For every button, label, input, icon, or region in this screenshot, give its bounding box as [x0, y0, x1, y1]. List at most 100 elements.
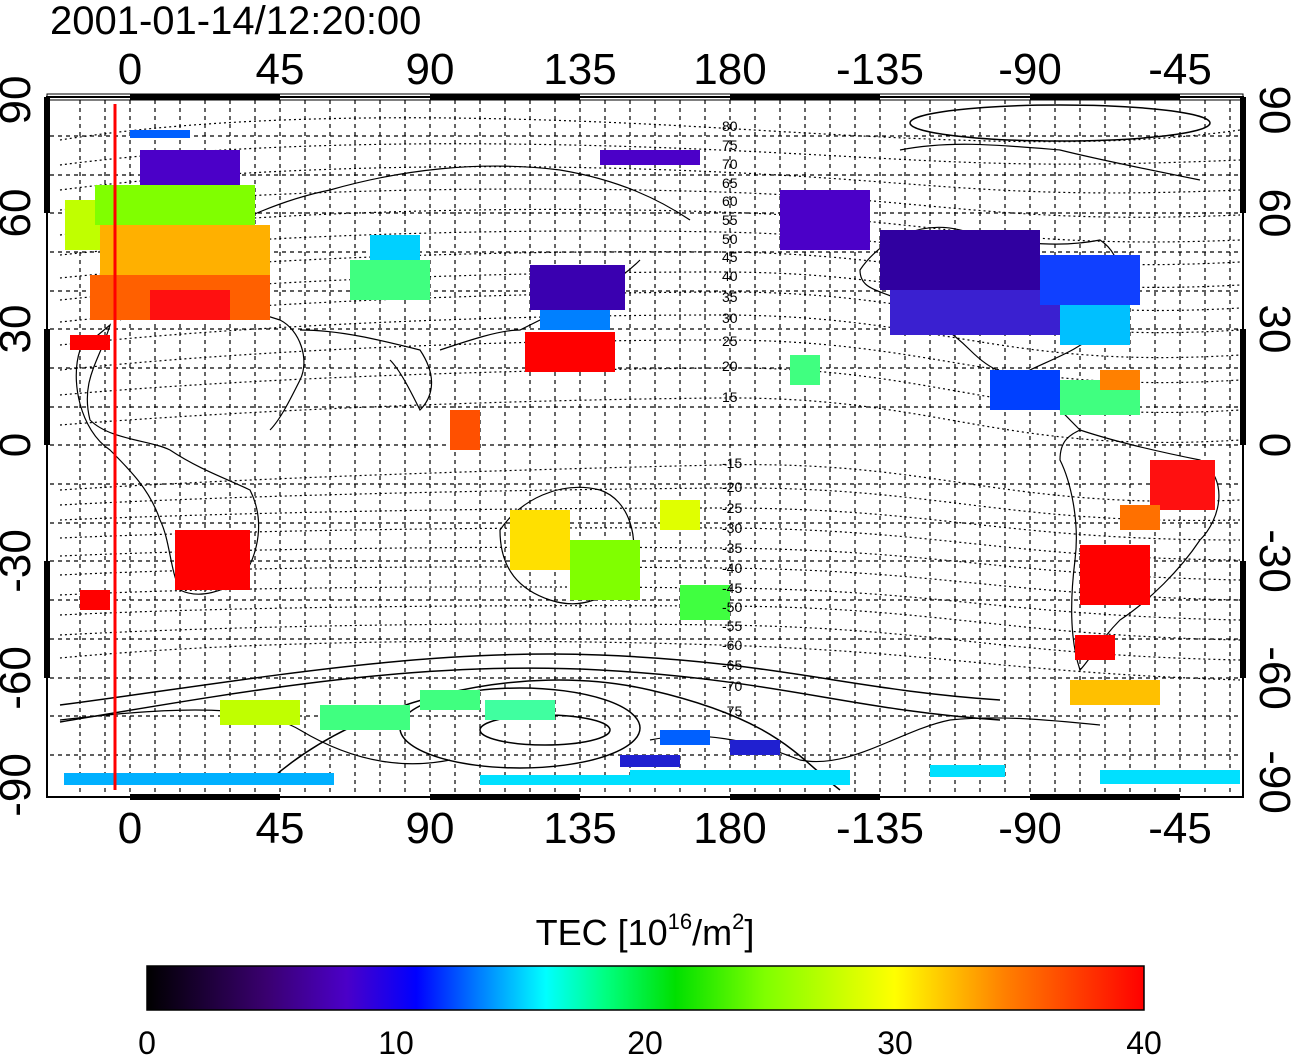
right-tick-label: -90: [1250, 750, 1292, 814]
tec-region: [140, 150, 240, 185]
colorbar-tick-label: 0: [138, 1025, 156, 1057]
tec-region: [100, 225, 270, 275]
top-tick-label: 180: [693, 45, 766, 94]
colorbar-tick-label: 40: [1126, 1025, 1162, 1057]
contour-label: -20: [722, 479, 742, 495]
top-tick-label: 45: [256, 45, 305, 94]
top-tick-label: -45: [1148, 45, 1212, 94]
contour-label: 80: [722, 118, 738, 134]
tec-region: [95, 185, 255, 225]
tec-region: [660, 500, 700, 530]
contour-label: 30: [722, 310, 738, 326]
contour-label: -60: [722, 637, 742, 653]
tec-region: [730, 740, 780, 755]
tec-region: [1075, 635, 1115, 660]
tec-region: [420, 690, 480, 710]
tec-region: [790, 355, 820, 385]
tec-region: [450, 410, 480, 450]
tec-region: [680, 585, 730, 620]
tec-region: [350, 260, 430, 300]
tec-data-cells: [64, 130, 1240, 785]
tec-region: [175, 530, 250, 590]
contour-label: -65: [722, 657, 742, 673]
contour-label: -45: [722, 580, 742, 596]
tec-region: [370, 235, 420, 260]
tec-region: [150, 290, 230, 320]
left-tick-label: 60: [0, 189, 40, 238]
contour-label: -50: [722, 599, 742, 615]
contour-label: -55: [722, 618, 742, 634]
tec-region: [540, 310, 610, 330]
contour-label: 50: [722, 231, 738, 247]
top-tick-label: 135: [543, 45, 616, 94]
colorbar-tick-label: 30: [877, 1025, 913, 1057]
colorbar: [146, 965, 1145, 1011]
plot-title: 2001-01-14/12:20:00: [50, 0, 421, 43]
contour-label: -35: [722, 540, 742, 556]
left-tick-label: -60: [0, 646, 40, 710]
bottom-tick-label: -90: [998, 804, 1062, 853]
tec-region: [1150, 460, 1215, 510]
bottom-tick-label: 45: [256, 804, 305, 853]
contour-label: 55: [722, 212, 738, 228]
tec-region: [1080, 545, 1150, 605]
contour-label: 75: [722, 137, 738, 153]
tec-region: [1100, 370, 1140, 390]
top-tick-label: 90: [406, 45, 455, 94]
contour-label: 35: [722, 289, 738, 305]
left-tick-label: 90: [0, 76, 40, 125]
colorbar-title: TEC [1016/m2]: [536, 909, 755, 953]
tec-region: [630, 770, 850, 785]
right-axis-labels: 90 60 30 0 -30 -60 -90: [1250, 86, 1292, 814]
contour-label: 25: [722, 333, 738, 349]
top-tick-label: -90: [998, 45, 1062, 94]
right-tick-label: -30: [1250, 529, 1292, 593]
right-tick-label: 90: [1250, 86, 1292, 135]
contour-label: -15: [722, 455, 742, 471]
right-tick-label: 30: [1250, 305, 1292, 354]
contour-label: -25: [722, 500, 742, 516]
tec-region: [570, 540, 640, 600]
top-tick-label: 0: [118, 45, 142, 94]
contour-label: -70: [722, 678, 742, 694]
contour-label: 40: [722, 268, 738, 284]
tec-region: [600, 150, 700, 165]
contour-label: -40: [722, 560, 742, 576]
tec-region: [880, 230, 1040, 290]
contour-label: 60: [722, 193, 738, 209]
contour-label: 20: [722, 358, 738, 374]
left-tick-label: 30: [0, 305, 40, 354]
tec-region: [320, 705, 410, 730]
bottom-tick-label: 135: [543, 804, 616, 853]
colorbar-tick-label: 20: [627, 1025, 663, 1057]
colorbar-labels: 0 10 20 30 40: [138, 1025, 1162, 1057]
contour-label: 65: [722, 175, 738, 191]
contour-labels: 80 75 70 65 60 55 50 45 40 35 30 25 20 1…: [722, 118, 742, 719]
tec-region: [930, 765, 1005, 777]
right-tick-label: 0: [1250, 433, 1292, 457]
left-tick-label: -90: [0, 753, 40, 817]
colorbar-tick-label: 10: [378, 1025, 414, 1057]
right-tick-label: -60: [1250, 646, 1292, 710]
contour-label: 15: [722, 389, 738, 405]
tec-region: [1100, 770, 1240, 784]
tec-region: [1060, 305, 1130, 345]
tec-region: [80, 590, 110, 610]
map-frame: [46, 96, 1244, 798]
right-tick-label: 60: [1250, 189, 1292, 238]
bottom-tick-label: 90: [406, 804, 455, 853]
tec-region: [780, 190, 870, 250]
tec-region: [660, 730, 710, 745]
contour-label: 70: [722, 156, 738, 172]
left-tick-label: -30: [0, 529, 40, 593]
contour-label: -75: [722, 703, 742, 719]
frame-ticks: [44, 94, 1246, 800]
contour-label: 45: [722, 249, 738, 265]
tec-region: [510, 510, 570, 570]
tec-region: [130, 130, 190, 138]
tec-region: [64, 773, 334, 785]
left-axis-labels: 90 60 30 0 -30 -60 -90: [0, 76, 40, 817]
left-tick-label: 0: [0, 433, 40, 457]
tec-region: [485, 700, 555, 720]
